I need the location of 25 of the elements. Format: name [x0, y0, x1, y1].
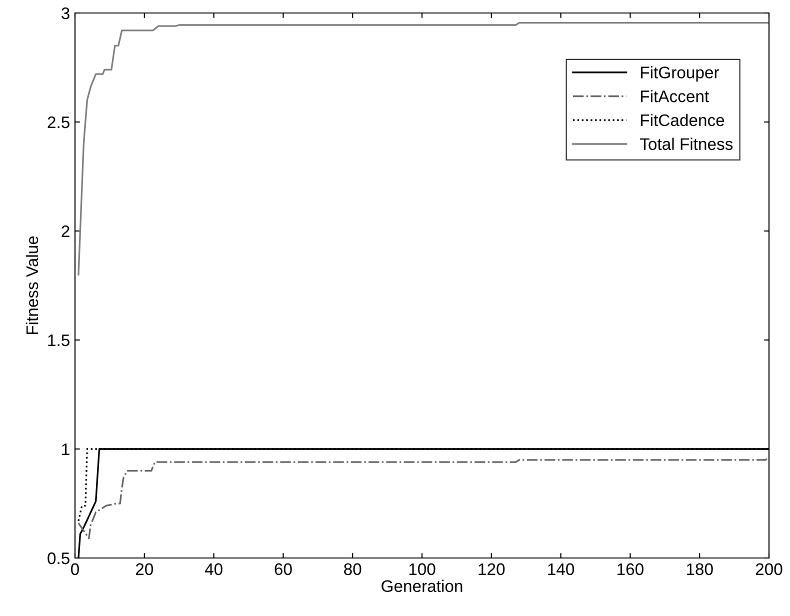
x-tick-label: 0 — [71, 563, 79, 576]
x-tick-label: 20 — [136, 563, 154, 576]
x-tick-label: 80 — [344, 563, 362, 576]
y-tick-label: 1.5 — [48, 334, 70, 346]
x-tick-label: 100 — [409, 563, 436, 576]
y-tick-label: 1 — [62, 444, 70, 456]
x-tick-label: 140 — [548, 563, 574, 576]
line-series — [78, 456, 769, 540]
x-tick-label: 180 — [686, 563, 713, 576]
legend-label: FitGrouper — [641, 66, 720, 82]
legend-label: FitAccent — [641, 90, 709, 102]
y-tick-label: 0.5 — [48, 552, 70, 564]
y-tick-label: 2.5 — [48, 116, 70, 128]
x-axis-title: Generation — [382, 580, 462, 592]
y-tick-label: 2 — [62, 225, 70, 238]
y-tick-label: 3 — [62, 7, 70, 20]
x-tick-label: 160 — [618, 563, 644, 576]
x-tick-label: 120 — [478, 563, 505, 576]
x-tick-label: 40 — [204, 563, 222, 576]
legend-label: Total Fitness — [640, 138, 733, 150]
y-axis-title: Fitness Value — [26, 236, 38, 334]
x-tick-label: 200 — [756, 563, 782, 576]
line-series — [78, 22, 769, 276]
x-tick-label: 60 — [274, 563, 292, 576]
legend-label: FitCadence — [641, 114, 724, 126]
